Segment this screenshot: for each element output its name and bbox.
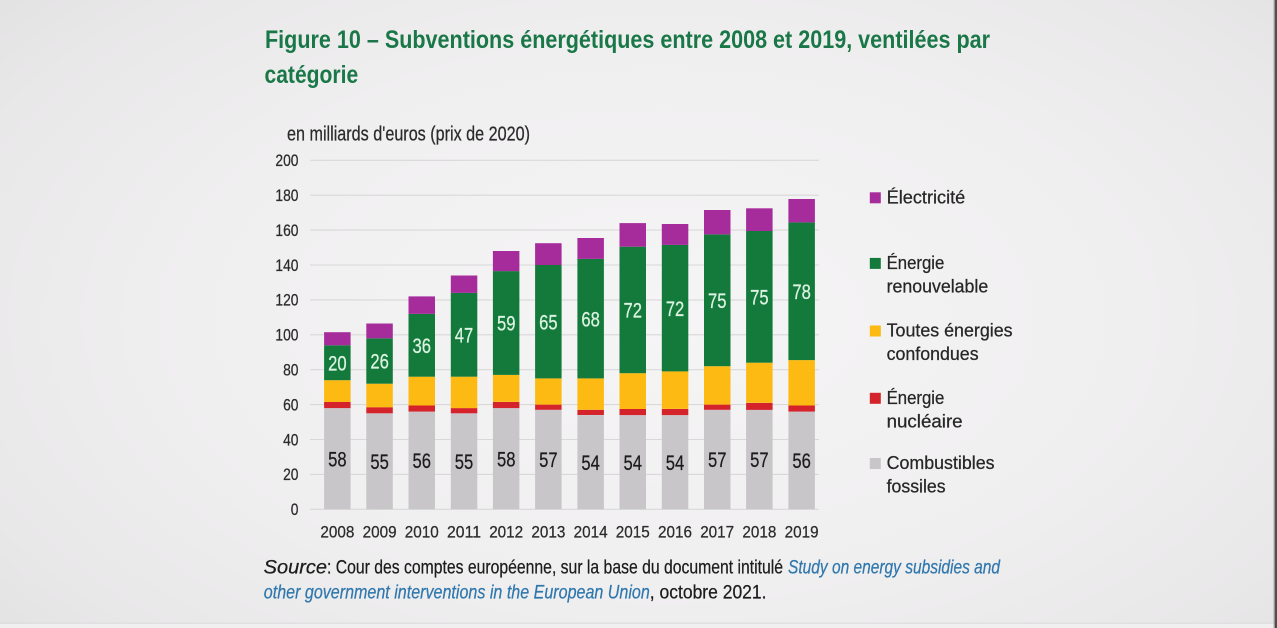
svg-text:20: 20 [283,466,298,484]
svg-text:160: 160 [275,222,298,240]
svg-text:78: 78 [792,281,811,304]
svg-text:75: 75 [708,290,727,313]
svg-text:20: 20 [328,352,347,375]
svg-text:54: 54 [624,452,643,475]
svg-text:68: 68 [581,308,600,331]
svg-text:60: 60 [283,396,298,414]
svg-text:2014: 2014 [574,523,608,542]
svg-text:Énergie: Énergie [887,253,945,273]
svg-text:56: 56 [413,450,432,473]
svg-text:72: 72 [624,300,643,323]
svg-text:2015: 2015 [616,523,650,542]
svg-text:2017: 2017 [700,523,734,542]
svg-text:120: 120 [275,292,298,310]
svg-text:180: 180 [275,187,298,205]
svg-text:57: 57 [750,449,769,472]
svg-text:Study on energy subsidies and: Study on energy subsidies and [788,558,1001,579]
svg-text:40: 40 [283,431,298,449]
svg-text:en milliards d'euros (prix de: en milliards d'euros (prix de 2020) [287,124,530,146]
svg-text:2012: 2012 [489,523,523,542]
svg-text:59: 59 [497,313,516,336]
svg-text:2011: 2011 [447,523,481,542]
svg-text:2010: 2010 [405,523,439,542]
svg-text:other government interventions: other government interventions in the Eu… [264,583,650,604]
svg-text:55: 55 [455,451,474,474]
svg-text:75: 75 [750,286,769,309]
svg-text:54: 54 [666,452,685,475]
svg-text:renouvelable: renouvelable [887,276,989,296]
svg-text:200: 200 [275,152,298,170]
svg-text:fossiles: fossiles [887,477,946,497]
svg-text:Combustibles: Combustibles [887,453,995,473]
svg-text:57: 57 [539,449,558,472]
svg-text:Toutes énergies: Toutes énergies [887,321,1013,341]
svg-text:2013: 2013 [531,523,565,542]
svg-text:56: 56 [792,450,811,473]
svg-text:Figure 10 – Subventions énergé: Figure 10 – Subventions énergétiques ent… [265,26,990,54]
svg-text:80: 80 [283,362,298,380]
svg-text:2016: 2016 [658,523,692,542]
svg-text:confondues: confondues [887,344,979,364]
svg-text:nucléaire: nucléaire [887,411,963,431]
svg-text:58: 58 [497,448,516,471]
svg-text:47: 47 [455,324,474,347]
svg-text:2019: 2019 [785,523,819,542]
svg-text:: Cour des comptes européenne,: : Cour des comptes européenne, sur la ba… [327,558,783,579]
svg-text:, octobre 2021.: , octobre 2021. [650,583,767,604]
svg-text:0: 0 [291,501,299,519]
svg-text:55: 55 [370,451,389,474]
svg-text:2008: 2008 [320,523,354,542]
svg-text:catégorie: catégorie [265,61,359,89]
svg-text:54: 54 [581,452,600,475]
svg-text:65: 65 [539,311,558,334]
svg-text:26: 26 [370,351,389,374]
svg-text:Électricité: Électricité [887,188,966,208]
svg-text:Source: Source [264,558,327,579]
svg-text:2018: 2018 [742,523,776,542]
svg-text:58: 58 [328,448,347,471]
svg-text:72: 72 [666,298,685,321]
svg-text:2009: 2009 [363,523,397,542]
svg-text:100: 100 [275,327,298,345]
svg-text:36: 36 [413,335,432,358]
svg-text:57: 57 [708,449,727,472]
svg-text:Énergie: Énergie [887,388,945,408]
svg-text:140: 140 [275,257,298,275]
